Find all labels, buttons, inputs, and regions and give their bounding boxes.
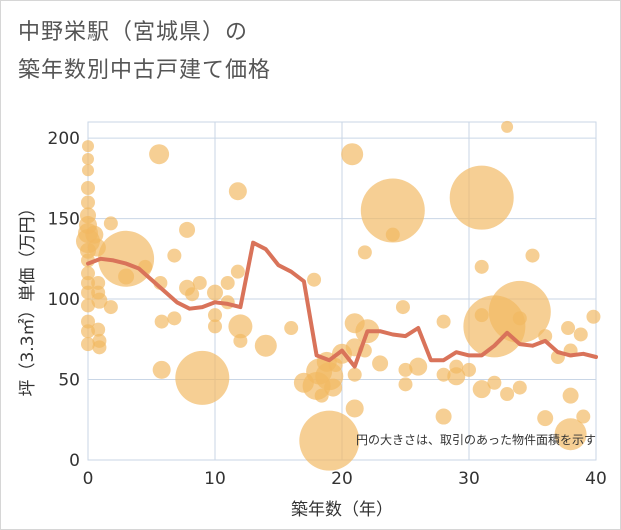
transaction-bubble <box>118 268 135 285</box>
tick-labels: 0 50 100 150 200 0 10 20 30 40 <box>48 129 607 489</box>
x-tick-label: 20 <box>331 469 353 489</box>
transaction-bubble <box>149 144 170 165</box>
transaction-bubble <box>103 216 118 231</box>
transaction-bubble <box>474 259 489 274</box>
transaction-bubble <box>538 329 553 344</box>
transaction-bubble <box>372 355 389 372</box>
x-tick-label: 10 <box>204 469 226 489</box>
transaction-bubble <box>324 378 343 397</box>
y-axis-title: 坪（3.3㎡）単価（万円） <box>18 199 38 396</box>
transaction-bubble <box>179 221 196 238</box>
x-tick-label: 40 <box>585 469 607 489</box>
transaction-bubble <box>385 227 400 242</box>
transaction-bubble <box>436 367 451 382</box>
transaction-bubble <box>230 264 245 279</box>
transaction-bubble <box>185 287 200 302</box>
transaction-bubble <box>299 410 360 471</box>
transaction-bubble <box>228 314 253 339</box>
transaction-bubble <box>254 334 277 357</box>
transaction-bubble <box>472 380 491 399</box>
transaction-bubble <box>398 377 413 392</box>
transaction-bubble <box>208 308 222 323</box>
transaction-bubble <box>220 275 235 290</box>
bubble-size-note: 円の大きさは、取引のあった物件面積を示す <box>356 432 596 447</box>
transaction-bubble <box>561 321 576 336</box>
transaction-bubble <box>152 360 171 379</box>
transaction-bubble <box>81 298 95 313</box>
x-axis-title: 築年数（年） <box>291 500 393 520</box>
transaction-bubble <box>207 284 223 301</box>
transaction-bubble <box>447 367 466 386</box>
transaction-bubble <box>82 164 94 177</box>
chart-title-line-2: 築年数別中古戸建て価格 <box>18 58 272 83</box>
transaction-bubble <box>91 322 106 337</box>
transaction-bubble <box>345 399 364 418</box>
transaction-bubble <box>192 275 207 290</box>
transaction-bubble <box>357 245 372 260</box>
transaction-bubble <box>512 311 527 326</box>
transaction-bubble <box>487 375 502 390</box>
transaction-bubble <box>82 153 94 166</box>
average-price-line <box>86 240 598 369</box>
transaction-bubble <box>525 248 540 263</box>
transaction-bubble <box>398 362 413 377</box>
transaction-bubble <box>449 165 514 230</box>
y-tick-label: 200 <box>48 129 80 149</box>
transaction-bubble <box>91 275 106 290</box>
y-tick-label: 50 <box>58 371 80 391</box>
transaction-bubble <box>462 362 476 377</box>
x-tick-label: 30 <box>458 469 480 489</box>
x-tick-label: 0 <box>83 469 94 489</box>
transaction-bubble <box>537 410 554 427</box>
transaction-bubble <box>154 314 169 329</box>
transaction-bubble <box>284 321 299 336</box>
transaction-bubble <box>82 140 94 153</box>
chart-title: 中野栄駅（宮城県）の 築年数別中古戸建て価格 <box>18 14 271 90</box>
transaction-bubble <box>562 387 579 404</box>
y-tick-label: 150 <box>48 210 80 230</box>
transaction-bubble <box>167 248 182 263</box>
transaction-bubble <box>500 387 515 402</box>
transaction-bubble <box>512 380 527 395</box>
transaction-bubble <box>501 120 514 133</box>
transaction-bubble <box>98 230 155 287</box>
transaction-bubble <box>576 409 591 424</box>
transaction-bubble <box>81 180 95 195</box>
transaction-bubble <box>228 182 247 201</box>
transaction-bubble <box>167 311 182 326</box>
transaction-bubble <box>81 275 95 290</box>
transaction-bubble <box>81 195 95 210</box>
transaction-bubble <box>81 337 95 352</box>
average-line-layer <box>86 240 598 369</box>
transaction-bubble <box>360 178 425 243</box>
y-tick-label: 0 <box>69 451 80 471</box>
transaction-bubble <box>347 367 362 382</box>
chart-title-line-1: 中野栄駅（宮城県）の <box>18 20 249 45</box>
transaction-bubble <box>341 143 364 166</box>
transaction-bubble <box>573 327 588 342</box>
transaction-bubble <box>409 357 428 376</box>
transaction-bubble <box>81 266 95 281</box>
transaction-bubble <box>81 314 95 329</box>
transaction-bubble <box>233 333 248 348</box>
transaction-bubble <box>92 340 107 355</box>
transaction-bubble <box>103 300 118 315</box>
transaction-bubble <box>91 292 108 309</box>
bubble-layer <box>76 120 601 471</box>
transaction-bubble <box>395 300 410 315</box>
transaction-bubble <box>586 309 601 324</box>
y-tick-label: 100 <box>48 290 80 310</box>
transaction-bubble <box>81 285 95 300</box>
transaction-bubble <box>208 319 222 334</box>
transaction-bubble <box>435 408 452 425</box>
transaction-bubble <box>175 350 230 405</box>
transaction-bubble <box>314 388 329 403</box>
transaction-bubble <box>554 418 587 451</box>
transaction-bubble <box>307 272 322 287</box>
transaction-bubble <box>436 314 451 329</box>
